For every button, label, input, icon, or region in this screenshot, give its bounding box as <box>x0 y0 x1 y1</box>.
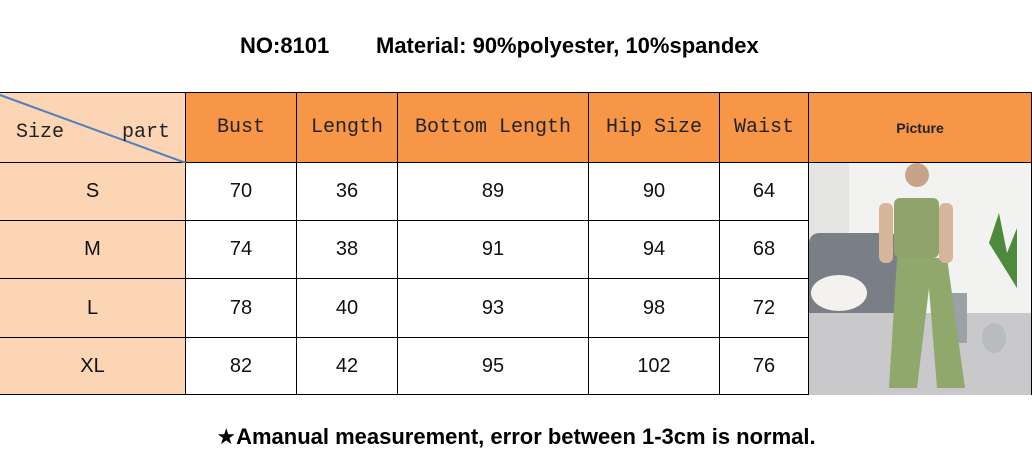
size-cell: S <box>0 163 186 221</box>
picture-cell <box>809 162 1032 395</box>
column-header: Waist <box>720 93 809 163</box>
value-cell: 72 <box>720 279 809 338</box>
value-cell: 90 <box>589 163 720 221</box>
model-number: NO:8101 <box>240 33 330 58</box>
value-cell: 36 <box>297 163 398 221</box>
product-photo <box>809 162 1031 395</box>
value-cell: 68 <box>720 221 809 279</box>
value-cell: 102 <box>589 338 720 395</box>
value-cell: 38 <box>297 221 398 279</box>
column-header: Bottom Length <box>398 93 589 163</box>
value-cell: 78 <box>186 279 297 338</box>
diagonal <box>0 94 186 163</box>
footer-note: ★Amanual measurement, error between 1-3c… <box>216 424 816 449</box>
size-cell: XL <box>0 338 186 395</box>
size-table: Size part Bust Length Bottom Length Hip Size W… <box>0 92 1032 395</box>
column-label: part <box>122 121 171 144</box>
value-cell: 94 <box>589 221 720 279</box>
value-cell: 95 <box>398 338 589 395</box>
value-cell: 93 <box>398 279 589 338</box>
value-cell: 91 <box>398 221 589 279</box>
value-cell: 76 <box>720 338 809 395</box>
value-cell: 89 <box>398 163 589 221</box>
size-cell: M <box>0 221 186 279</box>
value-cell: 74 <box>186 221 297 279</box>
size-cell: L <box>0 279 186 338</box>
column-header: Picture <box>809 93 1032 163</box>
value-cell: 82 <box>186 338 297 395</box>
corner-cell: Size part <box>0 93 186 163</box>
value-cell: 42 <box>297 338 398 395</box>
value-cell: 98 <box>589 279 720 338</box>
column-header: Bust <box>186 93 297 163</box>
material: Material: 90%polyester, 10%spandex <box>376 33 759 58</box>
value-cell: 70 <box>186 163 297 221</box>
column-header: Length <box>297 93 398 163</box>
column-header: Hip Size <box>589 93 720 163</box>
value-cell: 40 <box>297 279 398 338</box>
row-label: Size <box>16 121 65 144</box>
value-cell: 64 <box>720 163 809 221</box>
